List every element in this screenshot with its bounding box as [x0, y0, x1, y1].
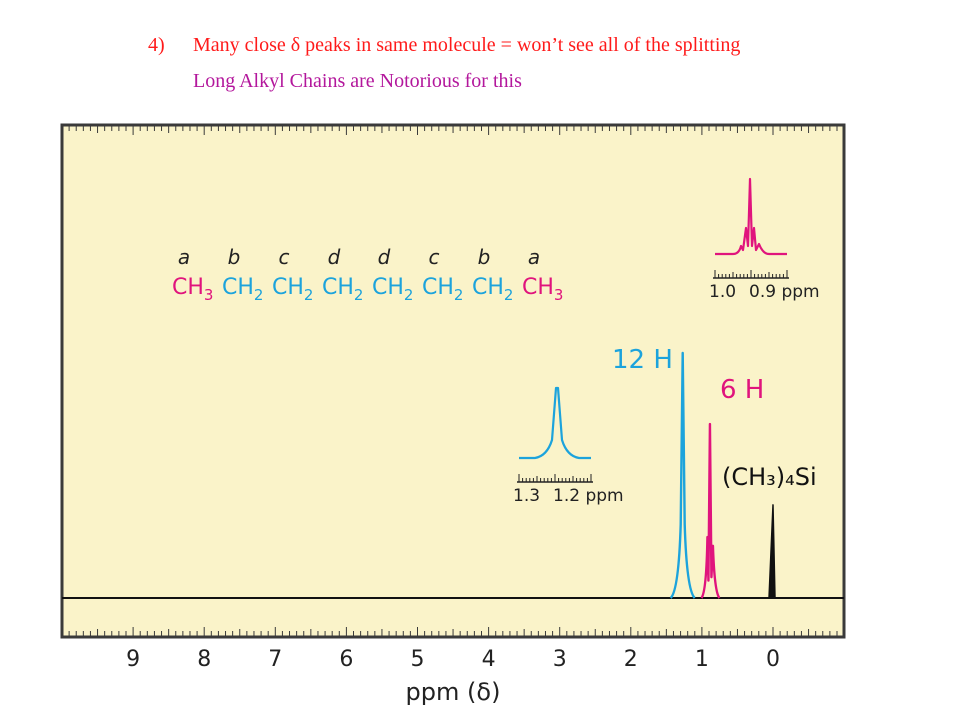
sub-point: Long Alkyl Chains are Notorious for this — [193, 70, 522, 92]
peak-label-12h: 12 H — [612, 345, 673, 375]
peak-label-6h: 6 H — [720, 375, 764, 405]
expansion-insets: 1.0 0.9 ppm 1.3 1.2 ppm — [513, 177, 820, 506]
molecule-position-label: c — [429, 245, 440, 269]
peak-labels: 12 H 6 H (CH₃)₄Si — [612, 345, 817, 491]
molecule-position-label: d — [328, 245, 341, 269]
inset-axis-right-label: 0.9 ppm — [749, 282, 820, 302]
molecule-position-label: d — [378, 245, 391, 269]
inset-axis-left-label: 1.3 — [513, 486, 540, 506]
inset-axis-left-label: 1.0 — [709, 282, 736, 302]
spectrum-peak-magenta — [700, 422, 721, 599]
spectrum-peak-black — [768, 504, 776, 599]
molecule-position-label: b — [228, 245, 241, 269]
spectrum-peak-cyan — [669, 351, 696, 599]
inset-axis-right-label: 1.2 ppm — [553, 486, 624, 506]
point-text: Many close δ peaks in same molecule = wo… — [193, 34, 741, 56]
x-tick-label: 0 — [766, 647, 780, 672]
x-axis-tick-labels: 9 8 7 6 5 4 3 2 1 0 — [126, 647, 780, 672]
molecule-position-label: c — [279, 245, 290, 269]
x-tick-label: 1 — [695, 647, 709, 672]
x-tick-label: 9 — [126, 647, 140, 672]
spectrum-peaks — [669, 351, 776, 599]
x-tick-label: 2 — [624, 647, 638, 672]
inset-curve-singlet — [519, 386, 591, 460]
x-axis-title: ppm (δ) — [406, 678, 501, 706]
x-tick-label: 8 — [197, 647, 211, 672]
molecule-position-label: a — [178, 245, 190, 269]
x-tick-label: 3 — [553, 647, 567, 672]
molecule-position-label: a — [528, 245, 540, 269]
x-tick-label: 4 — [482, 647, 496, 672]
inset-curve-triplet — [715, 177, 787, 256]
x-tick-label: 5 — [411, 647, 425, 672]
x-tick-label: 6 — [339, 647, 353, 672]
molecule-position-label: b — [478, 245, 491, 269]
slide-header: 4) Many close δ peaks in same molecule =… — [0, 0, 960, 110]
peak-label-tms: (CH₃)₄Si — [722, 463, 817, 491]
point-number: 4) — [148, 34, 165, 56]
top-ruler — [68, 126, 838, 135]
x-tick-label: 7 — [268, 647, 282, 672]
bottom-ruler — [68, 627, 838, 636]
